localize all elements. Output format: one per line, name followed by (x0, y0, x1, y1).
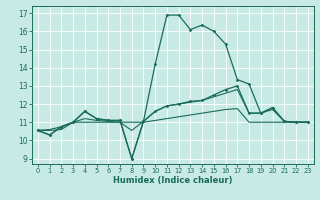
X-axis label: Humidex (Indice chaleur): Humidex (Indice chaleur) (113, 176, 233, 185)
